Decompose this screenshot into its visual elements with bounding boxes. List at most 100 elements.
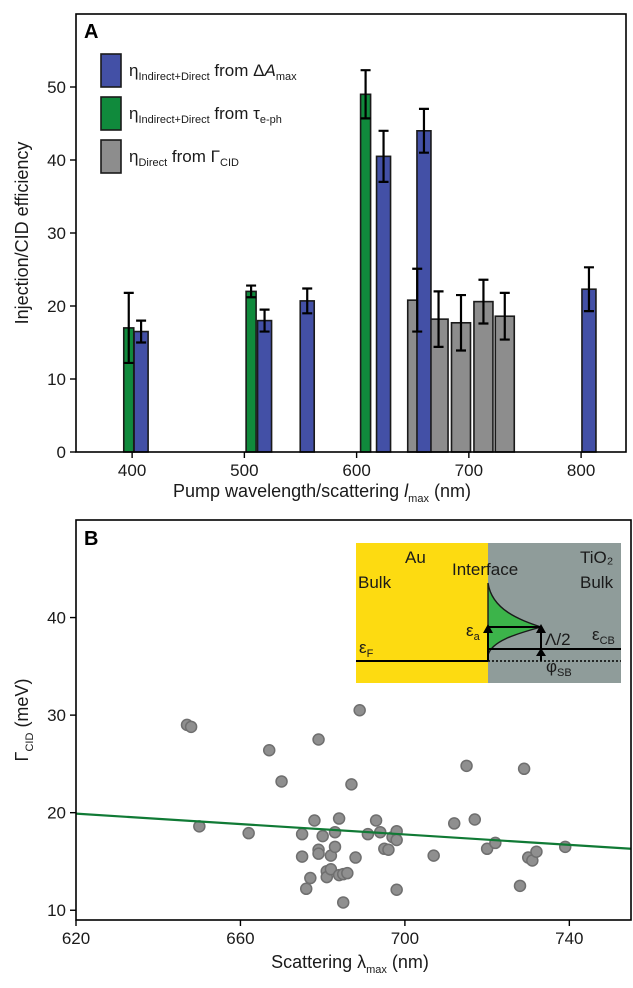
- x-tick-label-b: 620: [62, 929, 90, 948]
- errorbars-group-a: [123, 69, 594, 365]
- inset-label-bulk-left: Bulk: [358, 573, 392, 592]
- y-tick-label-a: 10: [47, 370, 66, 389]
- data-point: [308, 814, 321, 827]
- data-point: [447, 817, 461, 830]
- bar-blue-660: [416, 130, 432, 453]
- inset-label-interface: Interface: [452, 560, 518, 579]
- errorbar-blue-556: [302, 287, 313, 315]
- data-point: [558, 840, 572, 854]
- inset-label-au: Au: [405, 548, 426, 567]
- errorbar-blue-624: [378, 129, 389, 183]
- errorbar-gray-673: [433, 290, 444, 348]
- inset-eps-a-arrowhead: [483, 624, 493, 633]
- data-point: [390, 883, 403, 897]
- inset-label-phi-sb: φSB: [546, 657, 572, 679]
- legend-swatch-green: [100, 96, 122, 131]
- bar-blue-408: [133, 330, 149, 453]
- x-tick-label-a: 500: [230, 461, 258, 480]
- data-point: [361, 827, 375, 841]
- x-tick-label-b: 700: [391, 929, 419, 948]
- legend-swatch-blue: [100, 53, 122, 88]
- inset-label-eps-f: εF: [359, 638, 374, 660]
- inset-label-lambda-half: Λ/2: [545, 630, 571, 649]
- data-point: [345, 778, 358, 791]
- y-axis-label-a: Injection/CID efficiency: [12, 142, 32, 325]
- panel-a: 0 10 20 30 40 50 400 500 600 700 800 A ηIndirect+D…: [12, 13, 627, 505]
- data-point: [468, 813, 482, 826]
- errorbar-blue-518: [259, 308, 270, 333]
- inset-lambda-arrowhead: [536, 624, 546, 633]
- data-point: [324, 863, 338, 876]
- data-point: [513, 879, 527, 893]
- x-axis-label-b: Scattering λmax (nm): [271, 952, 429, 976]
- data-point: [332, 812, 346, 825]
- points-group-b: [180, 703, 572, 909]
- bar-blue-624: [375, 155, 392, 453]
- x-tick-label-a: 400: [118, 461, 146, 480]
- data-point: [275, 775, 288, 788]
- data-point: [353, 703, 366, 717]
- axes-frame-b: [75, 519, 632, 921]
- y-tick-label-b: 30: [47, 706, 66, 725]
- panel-label-a: A: [84, 21, 98, 43]
- bar-blue-518: [256, 319, 273, 453]
- bar-green-608: [359, 93, 372, 453]
- errorbar-gray-654: [412, 267, 423, 333]
- inset-label-tio2: TiO₂: [580, 548, 613, 567]
- y-tick-label-a: 40: [47, 151, 66, 170]
- data-point: [312, 847, 325, 860]
- errorbar-blue-408: [136, 319, 147, 344]
- legend-label-blue: ηIndirect+Direct from ΔAmax: [129, 61, 297, 83]
- data-point: [341, 866, 354, 880]
- data-point: [299, 882, 313, 896]
- data-point: [184, 720, 198, 734]
- errorbar-blue-660: [418, 107, 429, 154]
- y-tick-label-b: 40: [47, 609, 66, 628]
- ticks-group-a: 0 10 20 30 40 50 400 500 600 700 800: [47, 78, 595, 480]
- inset-band-diagram: Au Bulk Interface TiO₂ Bulk εF εa Λ/2 εC…: [356, 543, 621, 683]
- legend-label-gray: ηDirect from ΓCID: [129, 147, 239, 169]
- inset-label-eps-cb: εCB: [592, 625, 615, 647]
- bar-green-506: [245, 290, 257, 453]
- y-tick-label-b: 10: [47, 901, 66, 920]
- y-tick-label-b: 20: [47, 804, 66, 823]
- errorbar-gray-693: [456, 293, 466, 352]
- legend-a: ηIndirect+Direct from ΔAmax ηIndirect+Di…: [100, 53, 297, 174]
- data-point: [312, 733, 325, 746]
- errorbar-green-397: [123, 291, 134, 365]
- data-point: [336, 896, 350, 909]
- y-axis-label-b: ΓCID (meV): [12, 679, 36, 762]
- data-point: [328, 825, 342, 839]
- data-point: [517, 762, 531, 776]
- y-tick-label-a: 0: [57, 443, 66, 462]
- inset-phi-arrowhead: [536, 648, 546, 656]
- fit-line: [75, 812, 632, 850]
- errorbar-green-608: [360, 69, 371, 120]
- data-point: [304, 871, 317, 885]
- x-axis-label-a: Pump wavelength/scattering lmax (nm): [173, 481, 471, 505]
- panel-label-b: B: [84, 528, 98, 550]
- x-tick-label-b: 740: [555, 929, 583, 948]
- data-point: [480, 842, 494, 856]
- errorbar-gray-732: [499, 291, 510, 341]
- panel-b: Au Bulk Interface TiO₂ Bulk εF εa Λ/2 εC…: [12, 519, 632, 976]
- y-tick-label-a: 50: [47, 78, 66, 97]
- data-point: [460, 759, 473, 773]
- x-tick-label-b: 660: [226, 929, 254, 948]
- inset-au-region: [356, 543, 488, 683]
- ticks-group-b: 10 20 30 40 620 660 700 740: [47, 609, 583, 948]
- inset-label-bulk-right: Bulk: [580, 573, 614, 592]
- errorbar-blue-807: [583, 266, 594, 313]
- errorbar-gray-713: [478, 278, 489, 325]
- legend-swatch-gray: [100, 139, 122, 174]
- y-tick-label-a: 20: [47, 297, 66, 316]
- inset-label-eps-a: εa: [466, 621, 481, 643]
- data-point: [369, 814, 383, 827]
- legend-label-green: ηIndirect+Direct from τe-ph: [129, 104, 282, 126]
- x-tick-label-a: 800: [567, 461, 595, 480]
- data-point: [328, 840, 342, 854]
- x-tick-label-a: 600: [342, 461, 370, 480]
- data-point: [295, 827, 309, 841]
- bar-blue-807: [581, 288, 597, 453]
